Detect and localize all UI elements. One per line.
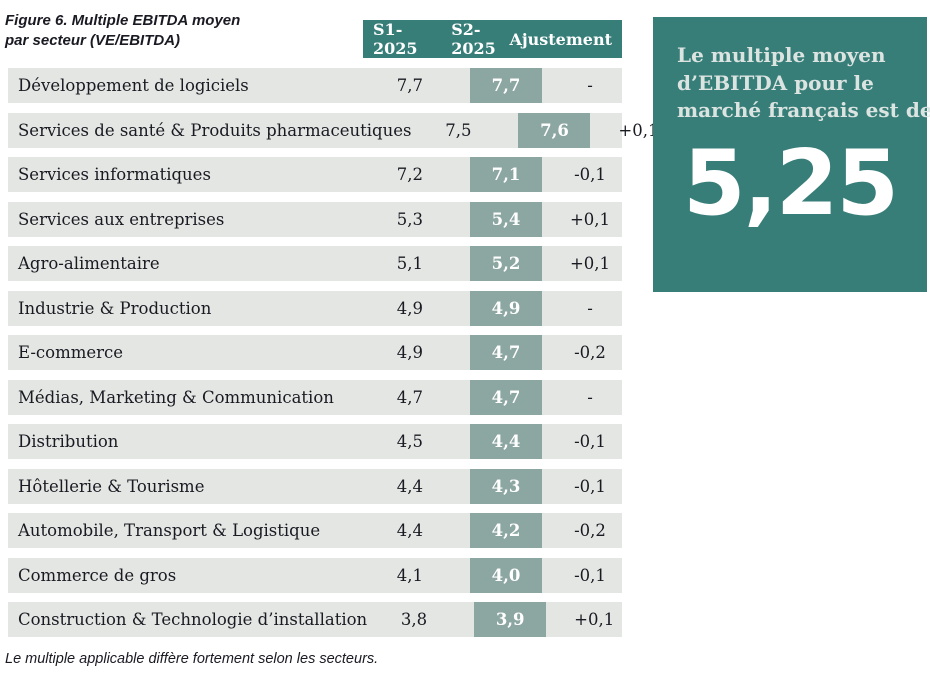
sector-label: Agro-alimentaire <box>18 254 160 273</box>
panel-text-line3: marché français est de <box>677 98 930 122</box>
adjustment-value: +0,1 <box>569 209 611 229</box>
s1-value: 4,4 <box>396 521 423 540</box>
table-row: Commerce de gros 4,1 4,0 -0,1 <box>8 557 622 593</box>
s2-value-highlighted: 4,7 <box>470 379 542 415</box>
s2-value-highlighted: 7,7 <box>470 68 542 103</box>
table-row: E-commerce 4,9 4,7 -0,2 <box>8 335 622 370</box>
adjustment-value: -0,1 <box>574 165 606 184</box>
sector-label: Services informatiques <box>18 165 211 184</box>
footnote: Le multiple applicable diffère fortement… <box>5 651 379 667</box>
sector-label: Commerce de gros <box>18 565 177 585</box>
s1-value: 7,2 <box>396 165 423 184</box>
table-row: Agro-alimentaire 5,1 5,2 +0,1 <box>8 246 622 281</box>
sector-label: E-commerce <box>18 343 124 362</box>
s2-value-highlighted: 4,0 <box>470 557 542 593</box>
sector-label: Développement de logiciels <box>18 76 249 95</box>
table-row: Industrie & Production 4,9 4,9 - <box>8 290 622 326</box>
adjustment-value: - <box>587 76 593 95</box>
table-row: Services de santé & Produits pharmaceuti… <box>8 112 658 148</box>
table-row: Services informatiques 7,2 7,1 -0,1 <box>8 157 622 192</box>
s1-value: 7,7 <box>396 76 423 95</box>
adjustment-value: +0,1 <box>618 120 659 140</box>
market-average-panel: Le multiple moyen d’EBITDA pour le march… <box>653 17 930 292</box>
adjustment-value: - <box>587 298 593 318</box>
s1-value: 4,4 <box>396 476 423 496</box>
figure-title-line1: Figure 6. Multiple EBITDA moyen <box>5 12 241 29</box>
s2-value-highlighted: 3,9 <box>474 602 547 637</box>
adjustment-value: -0,1 <box>574 432 606 451</box>
adjustment-value: +0,1 <box>574 610 615 629</box>
s2-value-highlighted: 5,2 <box>470 246 542 281</box>
s1-value: 4,7 <box>396 387 423 407</box>
table-row: Développement de logiciels 7,7 7,7 - <box>8 68 622 103</box>
market-average-value: 5,25 <box>682 130 899 236</box>
table-row: Automobile, Transport & Logistique 4,4 4… <box>8 513 622 548</box>
s2-value-highlighted: 4,9 <box>470 290 542 326</box>
table-row: Services aux entreprises 5,3 5,4 +0,1 <box>8 201 622 237</box>
sector-label: Distribution <box>18 432 119 451</box>
sector-label: Hôtellerie & Tourisme <box>18 476 205 496</box>
figure-title-line2: par secteur (VE/EBITDA) <box>5 32 181 49</box>
s1-value: 4,1 <box>396 565 423 585</box>
panel-text-line1: Le multiple moyen <box>677 43 886 67</box>
adjustment-value: -0,2 <box>574 521 606 540</box>
sector-label: Services aux entreprises <box>18 209 225 229</box>
column-header-s1-2025: S1-2025 <box>373 20 418 58</box>
table-row: Hôtellerie & Tourisme 4,4 4,3 -0,1 <box>8 468 622 504</box>
s1-value: 3,8 <box>400 610 428 629</box>
adjustment-value: - <box>587 387 593 407</box>
sector-label: Automobile, Transport & Logistique <box>18 521 321 540</box>
s1-value: 4,9 <box>396 343 423 362</box>
s2-value-highlighted: 5,4 <box>470 201 542 237</box>
table-row: Médias, Marketing & Communication 4,7 4,… <box>8 379 622 415</box>
s1-value: 4,5 <box>396 432 423 451</box>
sector-label: Médias, Marketing & Communication <box>18 387 334 407</box>
adjustment-value: -0,2 <box>574 343 606 362</box>
sector-label: Services de santé & Produits pharmaceuti… <box>18 120 412 140</box>
panel-text-line2: d’EBITDA pour le <box>677 70 874 95</box>
table-row: Construction & Technologie d’installatio… <box>8 602 622 637</box>
column-header-s2-2025: S2-2025 <box>451 20 496 58</box>
column-header-ajustement: Ajustement <box>509 29 612 49</box>
s2-value-highlighted: 7,6 <box>518 112 591 148</box>
s2-value-highlighted: 4,4 <box>470 424 542 459</box>
table-body: Développement de logiciels 7,7 7,7 - Ser… <box>8 68 658 637</box>
table-row: Distribution 4,5 4,4 -0,1 <box>8 424 622 459</box>
s2-value-highlighted: 4,7 <box>470 335 542 370</box>
figure-title: Figure 6. Multiple EBITDA moyen par sect… <box>5 11 240 51</box>
adjustment-value: -0,1 <box>574 565 606 585</box>
table-column-header-bar: S1-2025 S2-2025 Ajustement <box>363 20 622 58</box>
s1-value: 4,9 <box>396 298 423 318</box>
s2-value-highlighted: 7,1 <box>470 157 542 192</box>
s1-value: 5,3 <box>396 209 423 229</box>
adjustment-value: -0,1 <box>574 476 606 496</box>
s2-value-highlighted: 4,2 <box>470 513 542 548</box>
s1-value: 7,5 <box>445 120 472 140</box>
sector-label: Industrie & Production <box>18 298 212 318</box>
sector-label: Construction & Technologie d’installatio… <box>18 610 368 629</box>
adjustment-value: +0,1 <box>569 254 611 273</box>
s1-value: 5,1 <box>396 254 423 273</box>
s2-value-highlighted: 4,3 <box>470 468 542 504</box>
